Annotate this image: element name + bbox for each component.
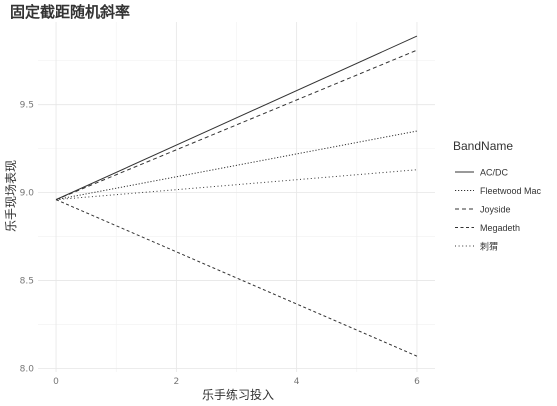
legend-label: Megadeth (480, 223, 520, 233)
series-line (55, 130, 418, 201)
y-tick-label: 8.0 (20, 364, 35, 374)
chart-title: 固定截距随机斜率 (10, 3, 130, 21)
legend: BandName AC/DC Fleetwood Mac Joyside Megade… (453, 139, 542, 252)
legend-label: Joyside (480, 205, 511, 215)
legend-label: Fleetwood Mac (480, 186, 542, 196)
series-lines (55, 35, 418, 357)
legend-title: BandName (453, 139, 513, 153)
tick-labels: 0 2 4 6 8.0 8.5 9.0 9.5 (20, 101, 420, 387)
y-tick-label: 9.5 (20, 101, 34, 111)
legend-label: 刺猬 (480, 242, 498, 252)
y-axis-title: 乐手现场表现 (4, 160, 18, 232)
y-tick-label: 8.5 (20, 277, 34, 287)
x-tick-label: 0 (53, 377, 59, 387)
x-axis-title: 乐手练习投入 (202, 387, 274, 402)
x-tick-label: 6 (414, 377, 420, 387)
series-line (55, 35, 418, 201)
y-tick-label: 9.0 (20, 189, 35, 199)
legend-label: AC/DC (480, 168, 509, 178)
series-line (55, 49, 418, 201)
grid (38, 22, 435, 372)
x-tick-label: 4 (294, 377, 300, 387)
x-tick-label: 2 (173, 377, 179, 387)
